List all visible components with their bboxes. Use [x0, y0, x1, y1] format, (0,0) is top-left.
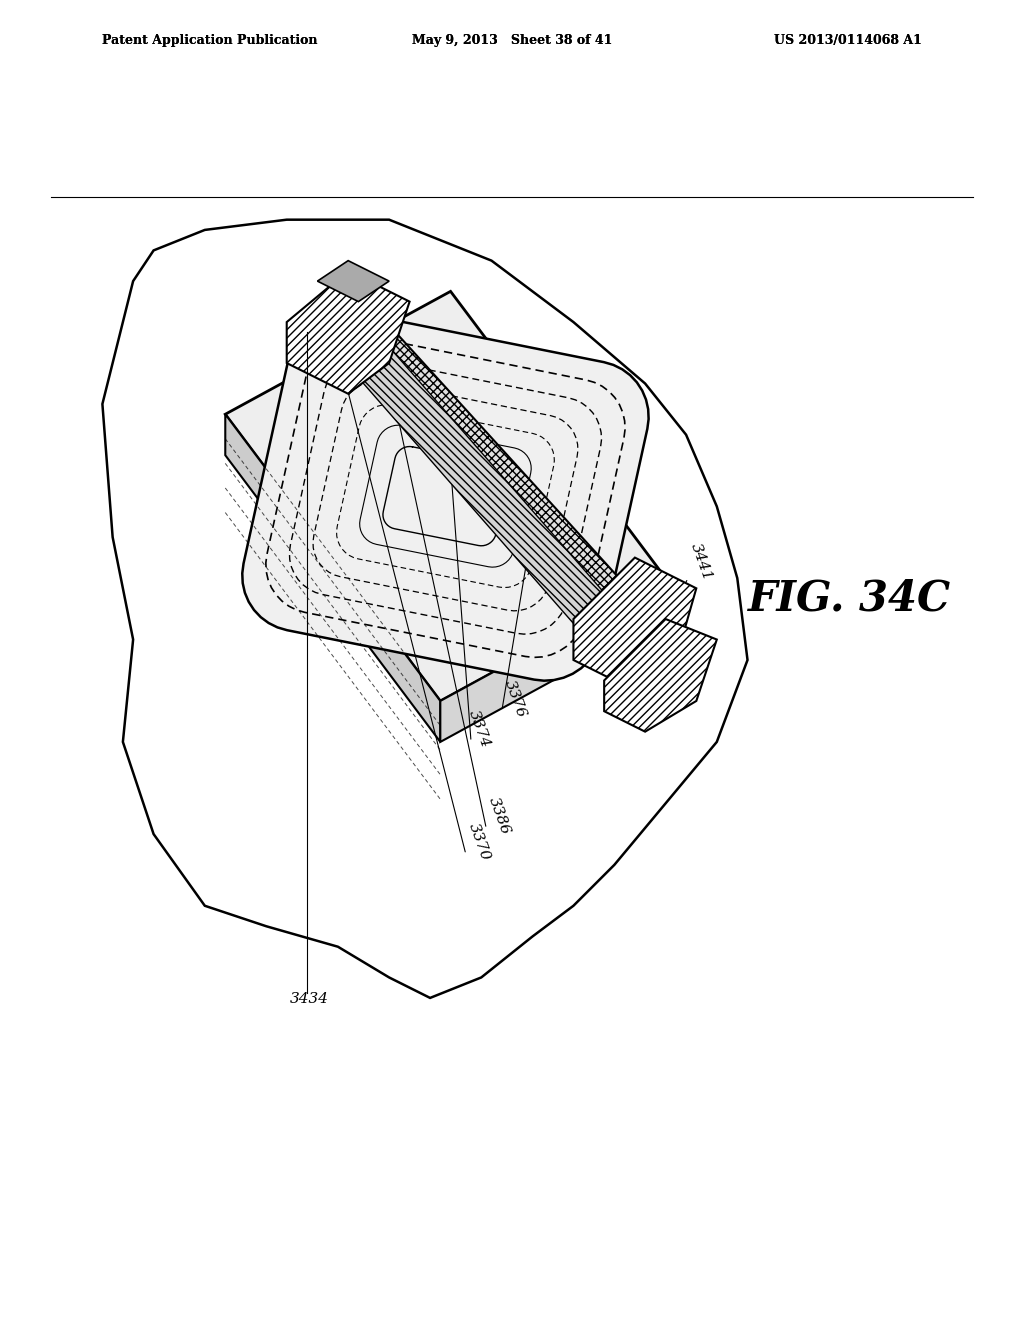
- PathPatch shape: [225, 292, 666, 701]
- Text: May 9, 2013   Sheet 38 of 41: May 9, 2013 Sheet 38 of 41: [412, 33, 612, 46]
- Text: 3386: 3386: [486, 796, 513, 837]
- Text: 3441: 3441: [688, 541, 715, 583]
- PathPatch shape: [573, 557, 696, 690]
- PathPatch shape: [287, 271, 410, 393]
- PathPatch shape: [328, 312, 645, 671]
- Polygon shape: [243, 312, 648, 681]
- Text: May 9, 2013   Sheet 38 of 41: May 9, 2013 Sheet 38 of 41: [412, 33, 612, 46]
- PathPatch shape: [102, 219, 748, 998]
- Text: Patent Application Publication: Patent Application Publication: [102, 33, 317, 46]
- PathPatch shape: [440, 578, 666, 742]
- Text: 3374: 3374: [466, 709, 493, 750]
- Text: 3434: 3434: [290, 993, 329, 1006]
- PathPatch shape: [604, 619, 717, 731]
- Text: US 2013/0114068 A1: US 2013/0114068 A1: [774, 33, 922, 46]
- PathPatch shape: [317, 292, 666, 660]
- Text: 3370: 3370: [466, 821, 493, 863]
- Text: FIG. 34C: FIG. 34C: [748, 578, 950, 619]
- Text: 3376: 3376: [502, 678, 528, 719]
- PathPatch shape: [225, 414, 440, 742]
- Text: US 2013/0114068 A1: US 2013/0114068 A1: [774, 33, 922, 46]
- Text: Patent Application Publication: Patent Application Publication: [102, 33, 317, 46]
- PathPatch shape: [317, 260, 389, 301]
